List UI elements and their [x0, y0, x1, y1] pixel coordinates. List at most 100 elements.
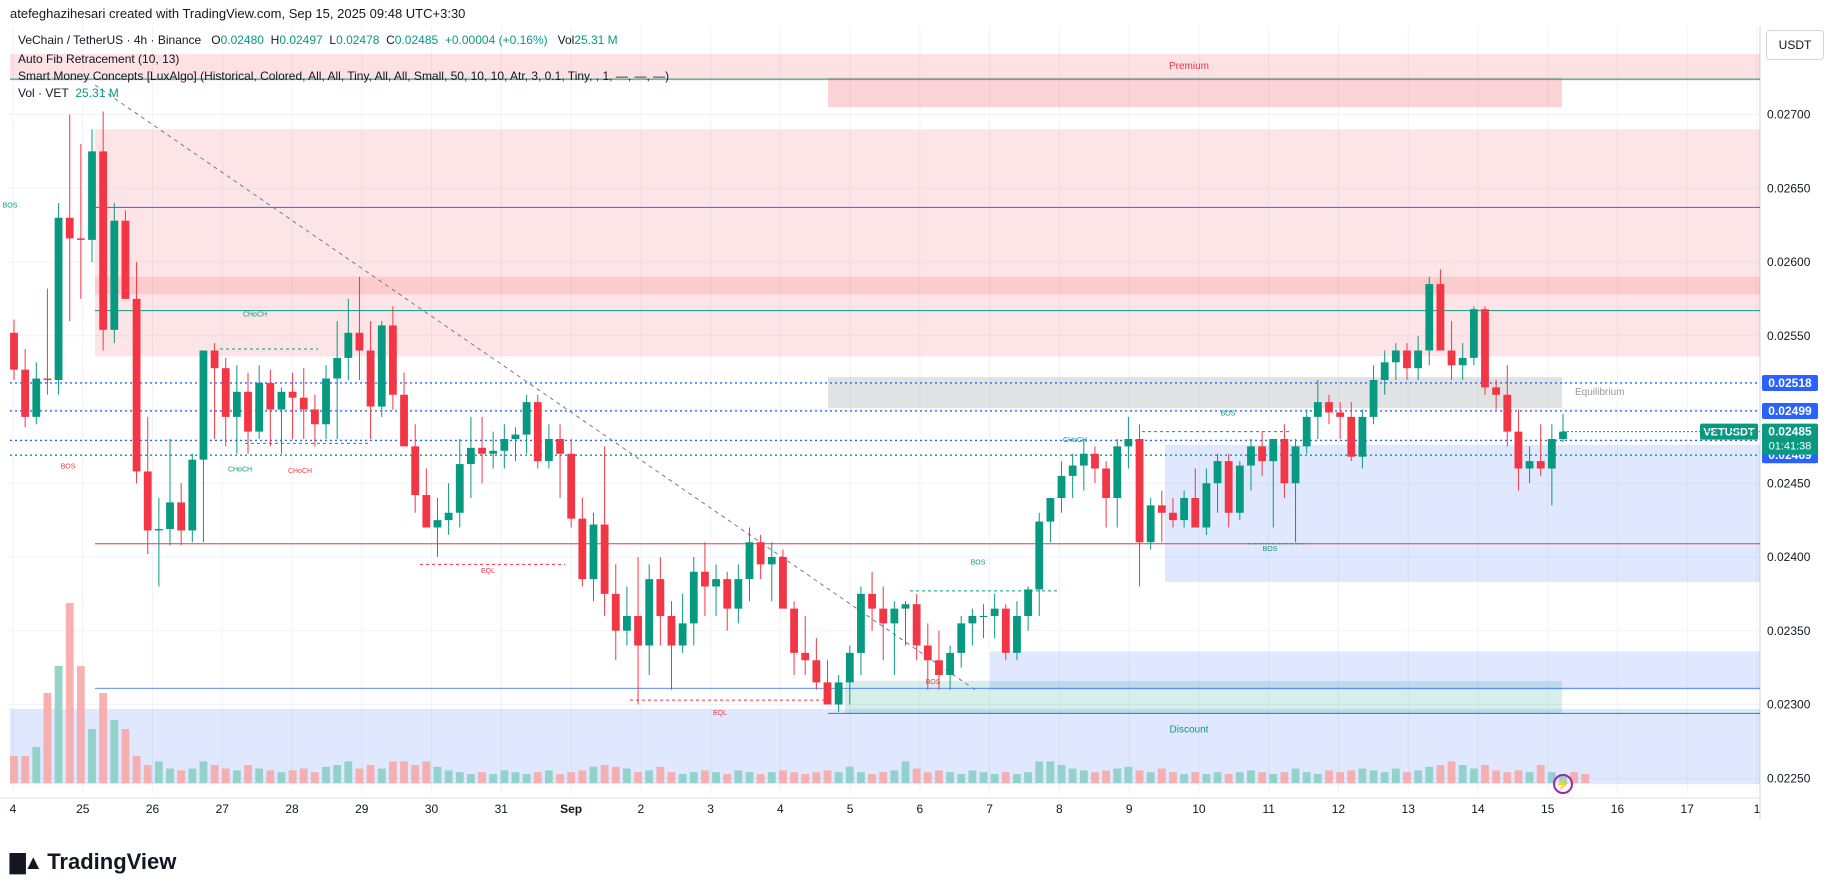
volume-bar [511, 772, 520, 783]
volume-bar [1581, 774, 1590, 783]
volume-bar [1202, 774, 1211, 783]
candle [1358, 409, 1367, 469]
structure-label: BOS [1263, 546, 1278, 553]
candle [1124, 416, 1133, 469]
candle-body [466, 447, 475, 465]
x-tick-label: 3 [707, 802, 714, 816]
x-tick-label: 14 [1471, 802, 1485, 816]
candle [1336, 402, 1345, 439]
demand-zone-lower [990, 651, 1760, 690]
indicator-volume[interactable]: Vol · VET 25.31 M [18, 86, 119, 100]
volume-bar [1391, 768, 1400, 783]
candle [923, 623, 932, 690]
candle [968, 608, 977, 646]
high-label: H [270, 33, 280, 47]
candle-body [76, 238, 85, 240]
candle-body [533, 402, 542, 462]
volume-bar [890, 770, 899, 783]
candle-body [411, 446, 420, 496]
candle-body [232, 391, 241, 417]
candle [1269, 439, 1278, 528]
candle-body [857, 593, 865, 653]
candle [1547, 424, 1556, 506]
candle-body [1514, 431, 1523, 469]
volume-bar [935, 770, 943, 783]
volume-bar [1224, 774, 1233, 783]
candle-body [88, 151, 96, 240]
candle [121, 210, 130, 299]
x-tick-label: 15 [1541, 802, 1555, 816]
candle-body [1046, 498, 1055, 522]
candle [890, 601, 899, 675]
candle-body [1057, 475, 1066, 498]
candle-body [968, 616, 977, 624]
volume-bar [466, 774, 475, 783]
volume-bar [656, 766, 665, 783]
x-tick-label: 10 [1192, 802, 1206, 816]
candle-body [1247, 446, 1255, 466]
volume-bar [1313, 774, 1322, 783]
candle-body [1035, 521, 1044, 590]
currency-button[interactable]: USDT [1766, 30, 1824, 60]
candle [1458, 343, 1467, 380]
candle-body [979, 616, 988, 617]
candle-body [199, 350, 208, 460]
volume-bar [288, 770, 297, 783]
candle-body [1013, 616, 1021, 653]
candle [979, 604, 988, 639]
indicator-smc[interactable]: Smart Money Concepts [LuxAlgo] (Historic… [18, 69, 670, 83]
volume-bar [1213, 772, 1222, 783]
candle [723, 571, 732, 631]
volume-bar [333, 765, 342, 783]
lightning-icon[interactable]: ⚡ [1553, 774, 1573, 794]
volume-bar [188, 768, 197, 783]
candle [322, 365, 330, 439]
candle-body [1224, 461, 1233, 513]
candle [812, 638, 821, 690]
candle-body [1001, 608, 1010, 653]
volume-bar [968, 770, 977, 783]
candle [288, 372, 297, 439]
y-tick-label: 0.02350 [1767, 624, 1811, 638]
volume-bar [299, 768, 308, 783]
volume-bar [444, 770, 453, 783]
candle [65, 114, 74, 321]
x-tick-label: 17 [1681, 802, 1695, 816]
candle-body [166, 502, 174, 529]
symbol-title[interactable]: VeChain / TetherUS · 4h · Binance [18, 33, 202, 47]
candle-body [1369, 380, 1378, 417]
candle-body [1525, 461, 1534, 469]
candle [1369, 365, 1378, 425]
volume-bar [901, 761, 910, 783]
candle [355, 276, 364, 380]
volume-bar [110, 720, 119, 783]
structure-label: CHoCH [243, 312, 267, 319]
candle [1436, 269, 1445, 351]
volume-bar [623, 768, 631, 783]
candle-body [623, 616, 631, 631]
volume-bar [1258, 772, 1267, 783]
volume-bar [545, 770, 553, 783]
candle-body [1180, 498, 1189, 521]
candle-body [322, 378, 330, 425]
candle [745, 527, 754, 602]
volume-bar [745, 772, 754, 783]
candle [177, 483, 186, 546]
candle-body [1503, 394, 1512, 432]
candle-body [701, 571, 709, 587]
volume-bar [232, 770, 241, 783]
candle [912, 593, 921, 661]
volume-bar [377, 768, 386, 783]
candle-body [567, 453, 576, 519]
volume-bar [76, 666, 85, 783]
candle-body [65, 217, 74, 239]
candle-body [779, 557, 787, 609]
indicator-fib[interactable]: Auto Fib Retracement (10, 13) [18, 52, 180, 66]
y-tick-label: 0.02300 [1767, 698, 1811, 712]
x-tick-label: 1 [1754, 802, 1761, 816]
volume-bar [1157, 768, 1166, 783]
candle-body [1325, 402, 1333, 413]
x-tick-label: 7 [986, 802, 993, 816]
volume-bar [1079, 770, 1088, 783]
